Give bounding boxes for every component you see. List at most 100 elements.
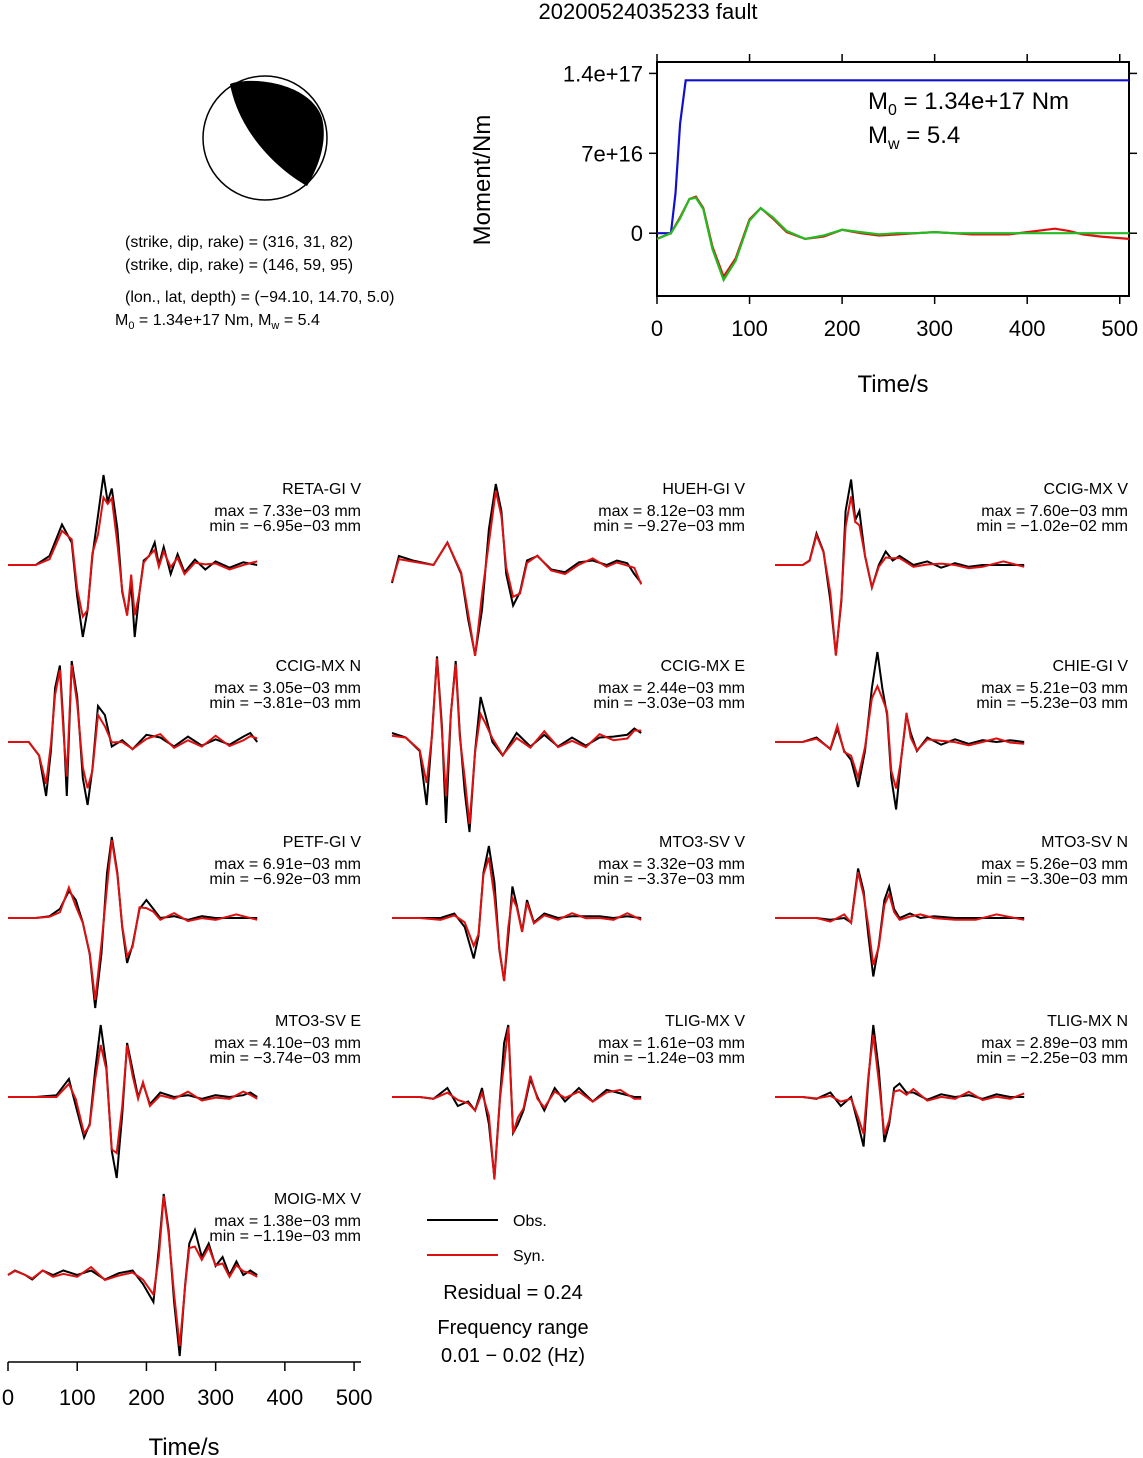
station-label: MTO3-SV V — [659, 834, 745, 851]
synthetic-trace — [8, 664, 258, 789]
synthetic-trace — [775, 683, 1025, 789]
observed-trace — [7, 1193, 258, 1357]
station-label: TLIG-MX V — [665, 1013, 745, 1030]
observed-trace — [8, 1024, 258, 1179]
station-max: max = 3.05e−03 mm — [214, 680, 361, 697]
station-max: max = 5.21e−03 mm — [981, 680, 1128, 697]
station-label: MTO3-SV N — [1041, 834, 1128, 851]
station-label: CCIG-MX N — [276, 658, 361, 675]
synthetic-trace — [775, 1034, 1025, 1135]
frequency-range-value: 0.01 − 0.02 (Hz) — [441, 1345, 585, 1367]
station-max: max = 1.38e−03 mm — [214, 1213, 361, 1230]
synthetic-trace — [392, 1027, 642, 1180]
station-label: HUEH-GI V — [662, 481, 745, 498]
moment-axes: 0 100 200 300 400 500 0 7e+16 1.4e+17 — [563, 54, 1138, 341]
moment-y-tick-label: 7e+16 — [581, 141, 643, 166]
nodal-plane-2: (strike, dip, rake) = (146, 59, 95) — [125, 257, 353, 274]
synthetic-trace — [8, 1044, 258, 1155]
station-min: min = −3.30e−03 mm — [976, 871, 1128, 888]
station-max: max = 2.44e−03 mm — [598, 680, 745, 697]
station-max: max = 3.32e−03 mm — [598, 856, 745, 873]
synthetic-trace — [8, 494, 258, 620]
station-label: CHIE-GI V — [1052, 658, 1128, 675]
legend-obs-label: Obs. — [513, 1213, 547, 1230]
station-label: TLIG-MX N — [1047, 1013, 1128, 1030]
station-max: max = 8.12e−03 mm — [598, 503, 745, 520]
synthetic-trace — [391, 490, 643, 657]
station-max: max = 2.89e−03 mm — [981, 1035, 1128, 1052]
legend-syn-label: Syn. — [513, 1248, 545, 1265]
station-min: min = −3.81e−03 mm — [209, 695, 361, 712]
station-min: min = −2.25e−03 mm — [976, 1050, 1128, 1067]
synthetic-trace — [392, 857, 642, 982]
moment-series-group — [656, 79, 1130, 283]
station-label: CCIG-MX E — [661, 658, 745, 675]
waveform-x-tick-label: 500 — [336, 1385, 373, 1410]
station-min: min = −3.74e−03 mm — [209, 1050, 361, 1067]
moment-x-tick-label: 400 — [1009, 316, 1046, 341]
station-max: max = 5.26e−03 mm — [981, 856, 1128, 873]
magnitude-annotation: Mw = 5.4 — [868, 122, 960, 153]
residual-text: Residual = 0.24 — [443, 1282, 583, 1304]
station-max: max = 6.91e−03 mm — [214, 856, 361, 873]
focal-mechanism-beachball — [202, 75, 328, 201]
moment-y-tick-label: 1.4e+17 — [563, 61, 643, 86]
station-min: min = −1.02e−02 mm — [976, 518, 1128, 535]
station-min: min = −3.03e−03 mm — [593, 695, 745, 712]
moment-panel-frame — [656, 61, 1130, 297]
moment-x-tick-label: 0 — [651, 316, 663, 341]
waveform-x-label: Time/s — [148, 1434, 219, 1458]
waveform-x-tick-label: 100 — [59, 1385, 96, 1410]
synthetic-trace — [8, 839, 258, 1001]
moment-series-2 — [656, 196, 1129, 283]
station-max: max = 7.60e−03 mm — [981, 503, 1128, 520]
moment-x-tick-label: 200 — [824, 316, 861, 341]
synthetic-trace — [775, 496, 1025, 656]
station-min: min = −1.19e−03 mm — [209, 1228, 361, 1245]
beachball-compressional-quadrant — [230, 80, 324, 186]
station-min: min = −9.27e−03 mm — [593, 518, 745, 535]
moment-x-label: Time/s — [857, 371, 928, 398]
station-min: min = −3.37e−03 mm — [593, 871, 745, 888]
moment-series-1 — [656, 195, 1130, 280]
moment-x-tick-label: 300 — [916, 316, 953, 341]
station-min: min = −1.24e−03 mm — [593, 1050, 745, 1067]
station-max: max = 1.61e−03 mm — [598, 1035, 745, 1052]
waveform-x-tick-label: 0 — [2, 1385, 14, 1410]
moment-y-tick-label: 0 — [631, 221, 643, 246]
moment-annotation: M0 = 1.34e+17 Nm — [868, 88, 1069, 119]
station-max: max = 4.10e−03 mm — [214, 1035, 361, 1052]
moment-x-tick-label: 500 — [1101, 316, 1138, 341]
moment-x-tick-label: 100 — [731, 316, 768, 341]
observed-trace — [8, 474, 258, 638]
waveform-time-axis: 0 100 200 300 400 500 — [2, 1361, 373, 1410]
page-title: 20200524035233 fault — [539, 0, 758, 24]
frequency-range-label: Frequency range — [437, 1317, 588, 1339]
source-location: (lon., lat, depth) = (−94.10, 14.70, 5.0… — [125, 289, 395, 306]
station-label: PETF-GI V — [283, 834, 362, 851]
nodal-plane-1: (strike, dip, rake) = (316, 31, 82) — [125, 234, 353, 251]
moment-y-label: Moment/Nm — [469, 115, 496, 246]
station-label: MTO3-SV E — [275, 1013, 361, 1030]
station-label: RETA-GI V — [282, 481, 361, 498]
station-min: min = −5.23e−03 mm — [976, 695, 1128, 712]
station-label: CCIG-MX V — [1044, 481, 1129, 498]
synthetic-trace — [7, 1195, 258, 1347]
synthetic-trace — [775, 871, 1025, 966]
synthetic-trace — [391, 658, 642, 825]
